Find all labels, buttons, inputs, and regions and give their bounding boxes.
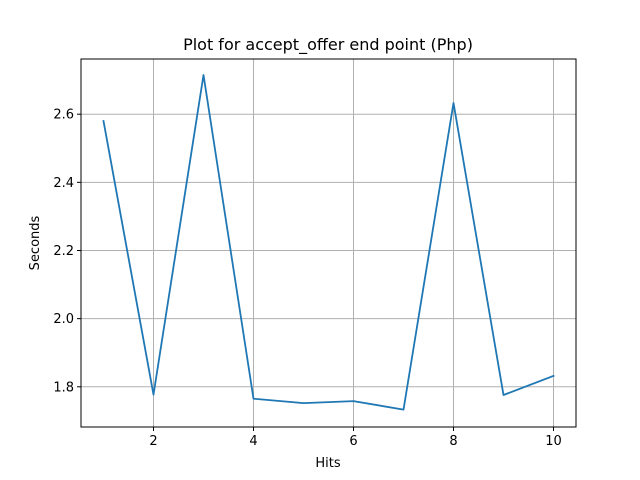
x-tick-label: 10	[545, 434, 562, 449]
y-axis-ticks: 1.8 2.0 2.2 2.4 2.6	[53, 108, 81, 395]
y-tick-label: 2.4	[53, 176, 74, 191]
y-tick-label: 2.2	[53, 244, 74, 259]
y-tick-label: 1.8	[53, 380, 74, 395]
series-line	[102, 74, 555, 411]
data-series	[102, 74, 555, 411]
chart-title: Plot for accept_offer end point (Php)	[183, 35, 473, 55]
y-axis-label: Seconds	[28, 215, 43, 270]
y-tick-label: 2.6	[53, 108, 74, 123]
axes-frame	[80, 58, 577, 428]
x-tick-label: 8	[449, 434, 457, 449]
grid-lines	[81, 59, 576, 427]
x-axis-ticks: 2 4 6 8 10	[149, 427, 562, 449]
x-tick-label: 6	[349, 434, 357, 449]
x-tick-label: 2	[149, 434, 157, 449]
x-tick-label: 4	[249, 434, 257, 449]
y-tick-label: 2.0	[53, 312, 74, 327]
x-axis-label: Hits	[315, 456, 340, 471]
